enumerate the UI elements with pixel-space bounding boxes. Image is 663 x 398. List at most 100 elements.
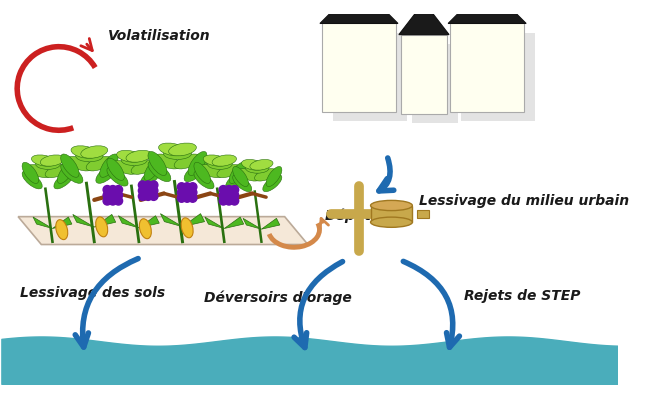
Circle shape (183, 194, 192, 202)
Ellipse shape (126, 150, 152, 162)
Polygon shape (119, 216, 139, 228)
Ellipse shape (250, 160, 273, 170)
Ellipse shape (154, 154, 181, 169)
Bar (450, 23, 524, 112)
Circle shape (150, 181, 158, 189)
Polygon shape (448, 0, 526, 23)
Ellipse shape (141, 167, 162, 186)
Circle shape (188, 188, 197, 197)
Ellipse shape (139, 219, 151, 239)
Ellipse shape (194, 162, 211, 183)
Circle shape (114, 197, 123, 205)
Ellipse shape (174, 154, 201, 169)
Polygon shape (160, 214, 182, 227)
Ellipse shape (56, 220, 68, 240)
Ellipse shape (217, 165, 241, 178)
Circle shape (230, 197, 239, 205)
Circle shape (183, 188, 192, 197)
Ellipse shape (233, 175, 252, 192)
Polygon shape (320, 0, 398, 23)
Ellipse shape (58, 162, 74, 183)
Ellipse shape (194, 171, 214, 189)
Circle shape (225, 191, 233, 199)
Text: Volatilisation: Volatilisation (108, 29, 211, 43)
Circle shape (103, 185, 111, 194)
Ellipse shape (71, 146, 98, 158)
Circle shape (109, 197, 117, 205)
Ellipse shape (67, 156, 93, 171)
Text: Rejets de STEP: Rejets de STEP (464, 289, 580, 303)
Text: Lessivage des sols: Lessivage des sols (20, 287, 165, 300)
Text: Lessivage du milieu urbain: Lessivage du milieu urbain (419, 193, 629, 208)
Ellipse shape (96, 164, 118, 183)
Ellipse shape (188, 152, 207, 176)
Ellipse shape (45, 165, 69, 178)
Circle shape (219, 185, 227, 194)
Polygon shape (18, 217, 308, 244)
Polygon shape (461, 33, 536, 121)
Ellipse shape (184, 161, 207, 181)
Circle shape (178, 194, 186, 202)
Bar (371, 205, 412, 222)
Circle shape (139, 181, 147, 189)
Ellipse shape (238, 169, 260, 181)
Ellipse shape (86, 156, 112, 171)
Bar (418, 210, 428, 218)
Circle shape (183, 183, 192, 191)
Polygon shape (412, 44, 458, 123)
Polygon shape (224, 217, 244, 228)
Ellipse shape (27, 165, 51, 178)
Ellipse shape (121, 154, 147, 166)
Ellipse shape (371, 201, 412, 211)
Polygon shape (261, 219, 280, 229)
Polygon shape (182, 214, 205, 227)
Ellipse shape (113, 160, 137, 174)
Circle shape (150, 186, 158, 195)
Ellipse shape (233, 166, 249, 187)
Polygon shape (73, 215, 94, 227)
Circle shape (139, 192, 147, 201)
Circle shape (178, 183, 186, 191)
Polygon shape (139, 216, 159, 228)
Circle shape (139, 186, 147, 195)
Polygon shape (52, 217, 72, 228)
Circle shape (178, 188, 186, 197)
Circle shape (144, 181, 152, 189)
Ellipse shape (245, 163, 269, 173)
Circle shape (225, 197, 233, 205)
Polygon shape (333, 33, 407, 121)
Ellipse shape (131, 160, 156, 174)
Ellipse shape (107, 167, 128, 186)
Ellipse shape (148, 161, 171, 181)
Ellipse shape (212, 155, 237, 166)
Circle shape (150, 192, 158, 201)
Circle shape (144, 192, 152, 201)
Ellipse shape (164, 147, 192, 160)
Polygon shape (243, 219, 261, 229)
Circle shape (219, 197, 227, 205)
Ellipse shape (31, 155, 56, 166)
Ellipse shape (208, 159, 232, 170)
Circle shape (230, 185, 239, 194)
Ellipse shape (204, 155, 227, 166)
Ellipse shape (95, 217, 107, 237)
Ellipse shape (144, 158, 162, 180)
Ellipse shape (107, 158, 125, 180)
Ellipse shape (241, 160, 265, 170)
Circle shape (114, 191, 123, 199)
Text: Dépôt: Dépôt (325, 209, 371, 223)
Ellipse shape (168, 143, 196, 156)
Circle shape (109, 191, 117, 199)
Ellipse shape (229, 162, 246, 183)
Circle shape (144, 186, 152, 195)
Circle shape (225, 185, 233, 194)
Circle shape (219, 191, 227, 199)
Ellipse shape (181, 218, 193, 238)
Circle shape (188, 183, 197, 191)
Ellipse shape (148, 152, 167, 176)
Circle shape (103, 191, 111, 199)
Polygon shape (33, 217, 52, 228)
Bar (322, 23, 396, 112)
Polygon shape (205, 217, 224, 228)
Ellipse shape (158, 143, 186, 156)
